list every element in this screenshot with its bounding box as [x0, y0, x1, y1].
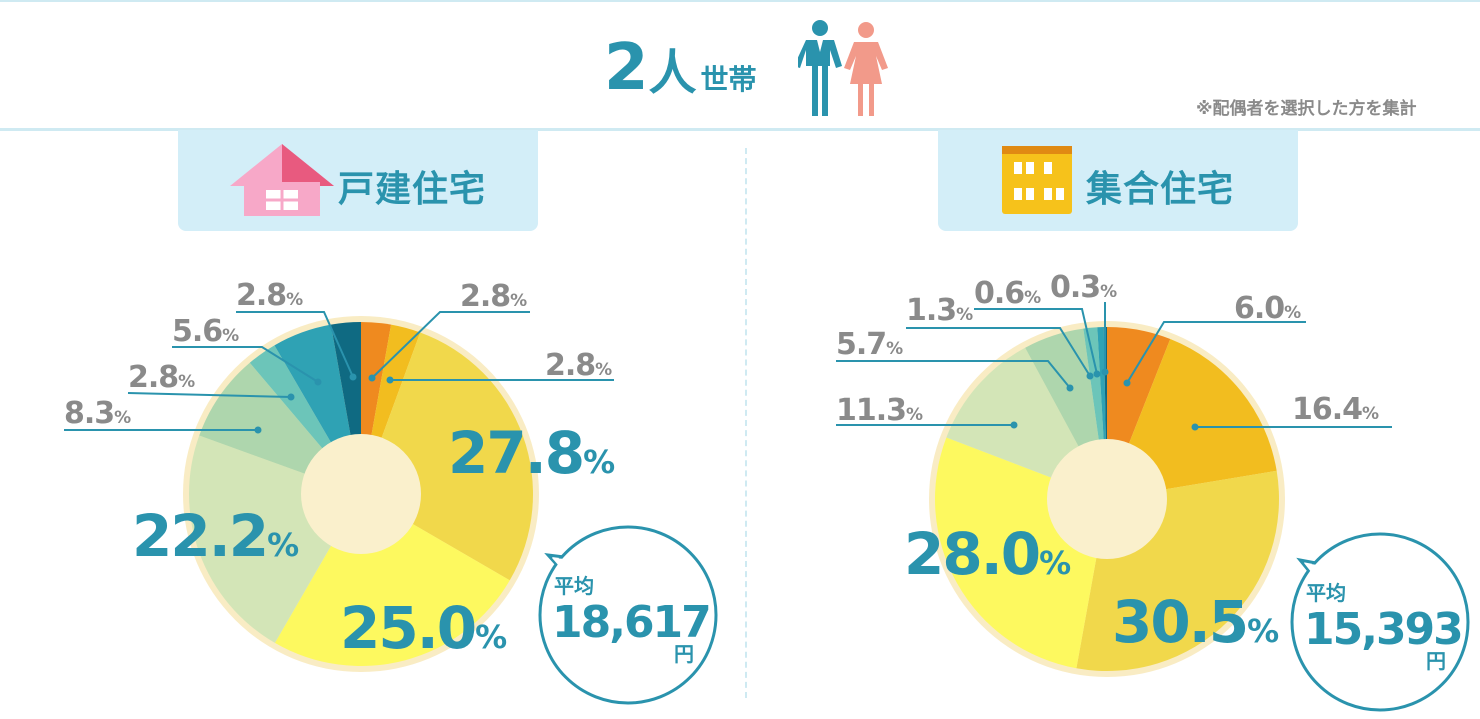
leader-dot-1-6 [1086, 372, 1094, 380]
leader-line-0-8 [236, 311, 354, 378]
house-icon [230, 144, 334, 216]
leader-dot-1-7 [1093, 370, 1101, 378]
leader-dot-0-5 [254, 426, 262, 434]
section-divider [745, 148, 747, 698]
tab-apartment: 集合住宅 [938, 130, 1298, 231]
chart-title-left: 戸建住宅 [338, 169, 487, 210]
leader-dot-1-1 [1191, 423, 1199, 431]
average-value-1: 15,393 [1304, 604, 1462, 655]
leader-dot-0-7 [314, 378, 322, 386]
leader-dot-0-6 [287, 393, 295, 401]
pie-label-unit-0-5: % [114, 408, 131, 428]
average-unit-1: 円 [1426, 649, 1446, 673]
leader-dot-0-0 [368, 374, 376, 382]
apartment-icon [1002, 146, 1072, 214]
couple-icon [798, 20, 888, 116]
pie-label-1-5: 5.7% [836, 327, 903, 362]
pie-label-unit-0-2: % [583, 443, 615, 481]
pie-label-unit-0-0: % [510, 291, 527, 311]
average-bubble-tail-fill-1 [1304, 563, 1331, 582]
pie-slice-0-3 [274, 494, 510, 666]
pie-label-unit-1-3: % [1039, 544, 1071, 582]
leader-line-1-6 [906, 327, 1091, 377]
average-unit-0: 円 [674, 642, 694, 666]
pie-label-1-7: 0.6% [974, 276, 1041, 311]
pie-chart-1: 6.0%16.4%30.5%28.0%11.3%5.7%1.3%0.6% 0.3% [836, 270, 1392, 677]
chart-title-right: 集合住宅 [1086, 169, 1235, 210]
average-label-0: 平均 [554, 574, 594, 598]
title-count: 2 [604, 31, 649, 105]
average-value-0: 18,617 [552, 597, 710, 648]
page-title: 2 人 世帯 [604, 28, 757, 108]
title-suffix: 世帯 [700, 63, 757, 96]
pie-label-unit-0-7: % [222, 326, 239, 346]
leader-line-0-7 [172, 346, 319, 383]
pie-label-unit-1-1: % [1362, 404, 1379, 424]
title-main: 人 [648, 45, 697, 101]
pie-label-1-1: 16.4% [1292, 392, 1379, 427]
pie-label-unit-0-8: % [286, 290, 303, 310]
pie-label-0-0: 2.8% [460, 279, 527, 314]
pie-label-1-6: 1.3% [906, 293, 973, 328]
top-border [0, 0, 1480, 2]
pie-center-1 [1047, 439, 1167, 559]
average-bubble-tail-fill-0 [552, 558, 579, 575]
pie-label-unit-1-5: % [886, 339, 903, 359]
pie-center-0 [301, 434, 421, 554]
pie-label-0-2: 27.8% [448, 419, 615, 487]
leader-dot-1-0 [1123, 379, 1131, 387]
leader-dot-1-8 [1101, 368, 1109, 376]
tab-detached-house: 戸建住宅 [178, 130, 538, 231]
pie-label-0-1: 2.8% [545, 348, 612, 383]
pie-label-unit-0-4: % [267, 526, 299, 564]
pie-label-0-5: 8.3% [64, 396, 131, 431]
leader-line-0-6 [127, 392, 292, 398]
pie-label-unit-0-3: % [475, 618, 507, 656]
pie-label-unit-1-2: % [1247, 612, 1279, 650]
pie-label-0-6: 2.8% [128, 360, 195, 395]
pie-label-0-8: 2.8% [236, 278, 303, 313]
leader-dot-1-4 [1010, 421, 1018, 429]
pie-label-unit-1-6: % [956, 305, 973, 325]
leader-line-1-5 [836, 360, 1071, 389]
pie-label-unit-1-8: % [1100, 282, 1117, 302]
leader-dot-0-8 [349, 373, 357, 381]
pie-label-0-7: 5.6% [172, 314, 239, 349]
pie-chart-0: 2.8%2.8%27.8%25.0%22.2%8.3%2.8%5.6%2.8% [64, 278, 617, 672]
leader-line-0-0 [371, 311, 530, 379]
pie-label-1-8: 0.3% [1050, 270, 1117, 305]
leader-dot-1-5 [1066, 384, 1074, 392]
leader-dot-0-1 [386, 376, 394, 384]
pie-label-unit-0-1: % [595, 360, 612, 380]
pie-label-1-4: 11.3% [836, 393, 923, 428]
average-label-1: 平均 [1306, 581, 1346, 605]
pie-label-0-3: 25.0% [340, 594, 507, 662]
note-text: ※配偶者を選択した方を集計 [1196, 99, 1417, 119]
pie-label-unit-1-7: % [1024, 288, 1041, 308]
pie-label-unit-1-0: % [1284, 303, 1301, 323]
average-bubble-circle-0 [538, 525, 718, 705]
average-bubble-circle-1 [1290, 532, 1470, 712]
header-divider [0, 128, 1480, 131]
pie-label-unit-0-6: % [178, 372, 195, 392]
pie-label-1-0: 6.0% [1234, 291, 1301, 326]
pie-label-unit-1-4: % [906, 405, 923, 425]
leader-line-1-0 [1126, 321, 1306, 384]
leader-line-1-7 [974, 308, 1098, 375]
